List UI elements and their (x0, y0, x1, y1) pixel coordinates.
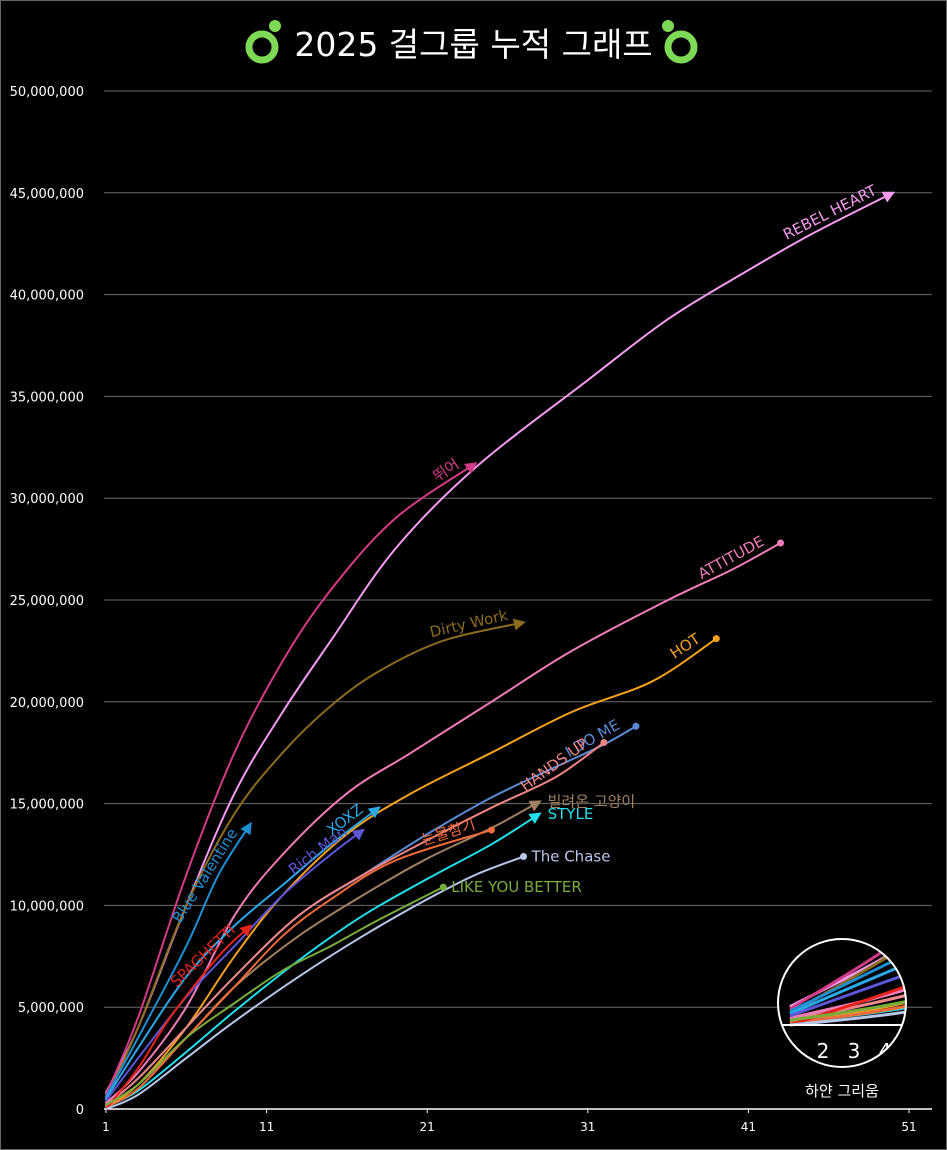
label-hot: HOT (667, 629, 705, 662)
inset-caption: 하얀 그리움 (805, 1082, 879, 1100)
y-axis: 0 5,000,000 10,000,000 15,000,000 20,000,000… (10, 85, 84, 1118)
inset-line-attitude (789, 939, 906, 1020)
x-tick-label: 21 (420, 1120, 435, 1134)
label-like-you-better: LIKE YOU BETTER (451, 878, 582, 896)
line-style (105, 812, 542, 1108)
line-rich-man (105, 828, 365, 1102)
y-tick-label: 5,000,000 (18, 1001, 84, 1016)
inset-line-rich-man (789, 939, 906, 1018)
end-point-hot (712, 635, 720, 643)
x-tick-label: 1 (102, 1120, 110, 1134)
inset-tick-label: 3 (848, 1039, 861, 1063)
line-spaghetti (105, 924, 253, 1110)
x-tick-label: 41 (741, 1120, 756, 1134)
y-tick-label: 15,000,000 (10, 798, 84, 813)
end-point-attitude (777, 539, 785, 547)
grid (104, 90, 932, 1110)
series-style: STYLE (105, 805, 594, 1108)
inset-border (777, 938, 907, 1068)
inset-line-like-you-better (789, 943, 906, 1022)
label-빌려온-고양이: 빌려온 고양이 (548, 793, 636, 811)
chart-title: 2025 걸그룹 누적 그래프 (294, 25, 653, 64)
x-tick-label: 31 (580, 1120, 595, 1134)
right-logo-icon (661, 17, 705, 67)
line-hands-up (105, 741, 605, 1106)
line-attitude (105, 541, 782, 1104)
label-눈물참기: 눈물참기 (419, 815, 477, 849)
y-tick-label: 10,000,000 (10, 899, 84, 914)
x-tick-label: 51 (901, 1120, 916, 1134)
label-hands-up: HANDS UP (517, 734, 591, 795)
end-point-like-you-better (439, 883, 447, 891)
line-dirty-work (105, 618, 526, 1100)
line-blue-valentine (105, 821, 252, 1098)
label-the-chase: The Chase (531, 848, 611, 866)
chart-header: 2025 걸그룹 누적 그래프 (0, 14, 947, 70)
end-point-the-chase (520, 853, 528, 861)
y-tick-label: 25,000,000 (10, 594, 84, 609)
y-tick-label: 30,000,000 (10, 492, 84, 507)
end-point-눈물참기 (487, 826, 495, 834)
end-point-i-do-me (632, 722, 640, 730)
inset-line-뛰어 (789, 939, 906, 1011)
y-tick-label: 45,000,000 (10, 187, 84, 202)
left-logo-icon (242, 17, 286, 67)
line-the-chase (105, 855, 525, 1110)
series-뛰어: 뛰어 (105, 455, 478, 1096)
x-tick-label: 11 (259, 1120, 274, 1134)
label-blue-valentine: Blue Valentine (169, 825, 242, 926)
x-axis: 1 11 21 31 41 51 (102, 1109, 917, 1134)
inset-line-눈물참기 (789, 943, 906, 1025)
inset-line-xoxz (789, 939, 906, 1015)
end-point-hands-up (600, 739, 608, 747)
y-tick-label: 20,000,000 (10, 696, 84, 711)
label-뛰어: 뛰어 (430, 455, 463, 485)
label-rich-man: Rich Man (285, 823, 351, 879)
label-style: STYLE (548, 805, 594, 823)
y-tick-label: 40,000,000 (10, 289, 84, 304)
line-like-you-better (105, 886, 445, 1106)
label-rebel-heart: REBEL HEART (780, 181, 880, 244)
series-like-you-better: LIKE YOU BETTER (105, 878, 582, 1106)
y-tick-label: 35,000,000 (10, 390, 84, 405)
inset-line-the-chase (789, 966, 906, 1027)
line-xoxz (105, 806, 381, 1100)
y-tick-label: 0 (76, 1103, 84, 1118)
label-dirty-work: Dirty Work (428, 606, 510, 641)
line-뛰어 (105, 462, 478, 1096)
inset-tick-label: 2 (817, 1039, 830, 1063)
label-spaghetti: SPAGHETTI (167, 921, 239, 991)
line-눈물참기 (105, 829, 493, 1108)
y-tick-label: 50,000,000 (10, 85, 84, 100)
series-the-chase: The Chase (105, 848, 611, 1110)
inset-line-blue-valentine (789, 939, 906, 1013)
series-blue-valentine: Blue Valentine (105, 821, 252, 1098)
